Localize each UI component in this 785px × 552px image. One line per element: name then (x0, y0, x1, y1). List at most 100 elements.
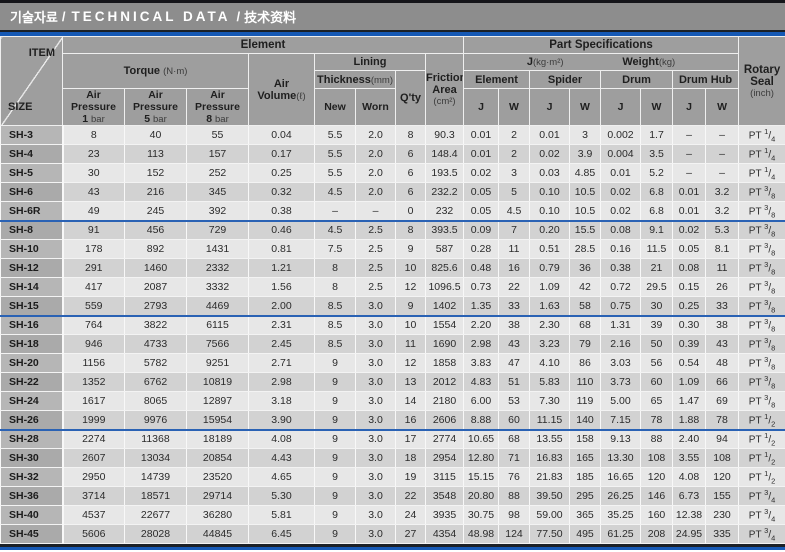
rotary-seal-cell: PT 1/2 (738, 410, 785, 431)
table-cell: 13.55 (529, 429, 570, 449)
table-cell: 39 (640, 315, 673, 335)
table-cell: 58 (569, 296, 601, 317)
table-cell: 61.25 (600, 524, 641, 544)
table-cell: 48.98 (463, 524, 499, 544)
table-cell: 8 (395, 125, 426, 145)
table-cell: 2.20 (463, 315, 499, 335)
thickness-worn-header: Worn (355, 88, 396, 126)
table-cell: 8.1 (704, 239, 740, 259)
table-cell: 345 (186, 182, 249, 202)
table-cell: 1.47 (672, 391, 706, 411)
table-cell: – (704, 163, 740, 183)
drum-hub-w-header: W (704, 88, 740, 126)
table-cell: 10.5 (569, 201, 601, 222)
table-cell: 24.95 (672, 524, 706, 544)
table-cell: 9 (314, 524, 356, 544)
table-cell: 729 (186, 220, 249, 240)
table-cell: 3548 (425, 486, 464, 506)
table-cell: 157 (186, 144, 249, 164)
table-cell: 2.45 (248, 334, 315, 354)
rotary-seal-cell: PT 1/4 (738, 144, 785, 164)
table-cell: 0.25 (248, 163, 315, 183)
table-cell: 13034 (124, 448, 187, 468)
table-cell: 43 (498, 334, 530, 354)
table-cell: 28028 (124, 524, 187, 544)
item-size-corner-cell: ITEM SIZE (0, 36, 63, 126)
table-cell: 36 (569, 258, 601, 278)
rotary-seal-cell: PT 1/2 (738, 467, 785, 487)
drum-j-header: J (600, 88, 641, 126)
table-body: SH-3 8 40 55 0.04 5.5 2.0 8 90.3 0.01 2 0.01 3 0.002 1… (0, 125, 785, 544)
table-row: SH-8 91 456 729 0.46 4.5 2.5 8 393.5 0.09 7 0.20 15.… (0, 220, 785, 240)
table-cell: 417 (62, 277, 125, 297)
title-korean: 기술자료 (10, 10, 58, 25)
table-cell: 6.00 (463, 391, 499, 411)
table-cell: 3.0 (355, 296, 396, 317)
table-row: SH-10 178 892 1431 0.81 7.5 2.5 9 587 0.28 11 0.51 2… (0, 239, 785, 259)
rotary-seal-cell: PT 3/8 (738, 182, 785, 202)
table-cell: 3935 (425, 505, 464, 525)
table-cell: 0 (395, 201, 426, 222)
table-header: ITEM SIZE Element Part Specifications Ro… (0, 36, 785, 126)
table-cell: 55 (186, 125, 249, 145)
table-cell: 6.8 (640, 201, 673, 222)
table-cell: 3.83 (463, 353, 499, 373)
table-cell: 2 (498, 125, 530, 145)
table-cell: 0.28 (463, 239, 499, 259)
table-cell: 0.10 (529, 201, 570, 222)
table-cell: 2087 (124, 277, 187, 297)
table-cell: 14 (395, 391, 426, 411)
table-cell: 5782 (124, 353, 187, 373)
table-cell: 8 (395, 220, 426, 240)
table-cell: 2.98 (463, 334, 499, 354)
table-cell: 155 (704, 486, 740, 506)
spider-j-header: J (529, 88, 570, 126)
table-cell: 165 (569, 448, 601, 468)
table-cell: 140 (569, 410, 601, 431)
table-cell: 9.13 (600, 429, 641, 449)
table-cell: 3822 (124, 315, 187, 335)
table-cell: 0.73 (463, 277, 499, 297)
table-cell: 15.15 (463, 467, 499, 487)
table-cell: 2954 (425, 448, 464, 468)
table-cell: 5.3 (704, 220, 740, 240)
row-size-cell: SH-12 (0, 258, 64, 278)
table-cell: 3.55 (672, 448, 706, 468)
table-cell: 0.01 (672, 182, 706, 202)
table-cell: 69 (704, 391, 740, 411)
table-cell: 0.25 (672, 296, 706, 317)
table-cell: 5606 (62, 524, 125, 544)
row-size-cell: SH-5 (0, 163, 64, 183)
part-specifications-header: Part Specifications (462, 36, 740, 54)
rotary-seal-cell: PT 3/8 (738, 334, 785, 354)
table-cell: 3.0 (355, 315, 396, 335)
table-cell: 3.2 (704, 182, 740, 202)
table-cell: 5.5 (314, 125, 356, 145)
table-cell: 3.03 (600, 353, 641, 373)
table-row: SH-6 43 216 345 0.32 4.5 2.0 6 232.2 0.05 5 0.10 10.… (0, 182, 785, 202)
table-cell: 3.0 (355, 429, 396, 449)
table-cell: 28.5 (569, 239, 601, 259)
table-cell: – (355, 201, 396, 222)
table-cell: 119 (569, 391, 601, 411)
table-cell: 17 (395, 429, 426, 449)
table-row: SH-24 1617 8065 12897 3.18 9 3.0 14 2180 6.00 53 7.… (0, 391, 785, 411)
table-cell: 9 (395, 239, 426, 259)
table-cell: 2950 (62, 467, 125, 487)
table-cell: 27 (395, 524, 426, 544)
table-cell: 0.03 (529, 163, 570, 183)
table-cell: 42 (569, 277, 601, 297)
table-cell: 4.65 (248, 467, 315, 487)
table-cell: 43 (62, 182, 125, 202)
table-cell: – (672, 125, 706, 145)
table-cell: 88 (498, 486, 530, 506)
table-cell: 1096.5 (425, 277, 464, 297)
table-cell: 1.31 (600, 315, 641, 335)
table-cell: 230 (704, 505, 740, 525)
table-cell: 11368 (124, 429, 187, 449)
table-cell: 36280 (186, 505, 249, 525)
row-size-cell: SH-18 (0, 334, 64, 354)
table-cell: 2793 (124, 296, 187, 317)
table-cell: 12.38 (672, 505, 706, 525)
table-cell: 0.20 (529, 220, 570, 240)
